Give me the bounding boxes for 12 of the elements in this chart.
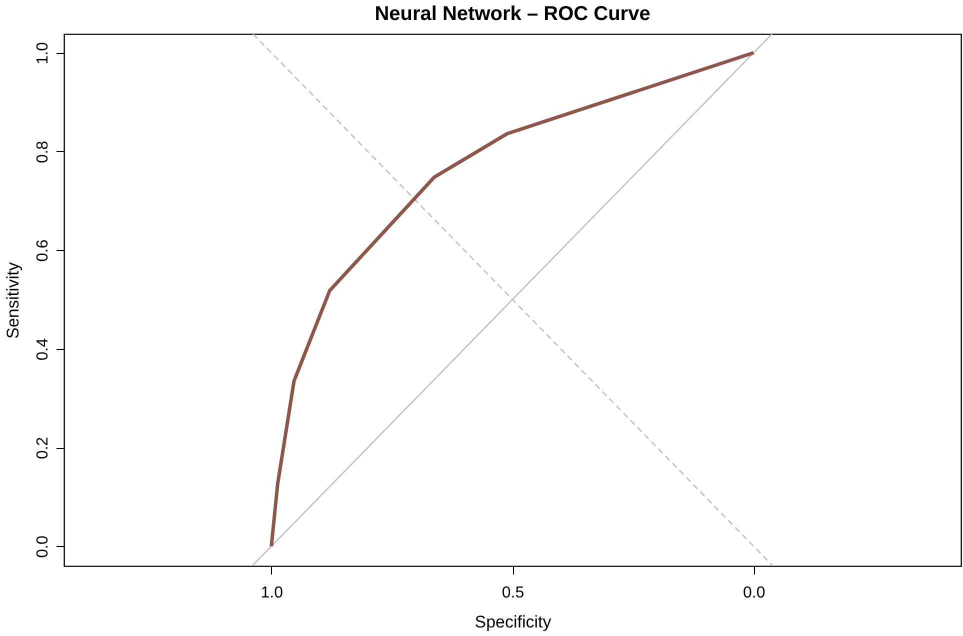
x-tick-label: 0.5 (502, 584, 524, 602)
y-tick-label: 1.0 (34, 42, 52, 64)
x-tick-label: 1.0 (260, 584, 284, 602)
y-axis-title: Sensitivity (4, 262, 22, 339)
y-tick-label: 0.4 (34, 338, 52, 360)
y-tick-label: 0.8 (34, 140, 52, 164)
x-axis-title: Specificity (474, 612, 552, 632)
y-tick-label: 0.2 (34, 436, 52, 460)
y-tick-label: 0.0 (34, 536, 52, 558)
x-tick-label: 0.0 (743, 584, 766, 602)
y-tick-label: 0.6 (34, 239, 52, 262)
chart-title: Neural Network – ROC Curve (374, 3, 650, 25)
